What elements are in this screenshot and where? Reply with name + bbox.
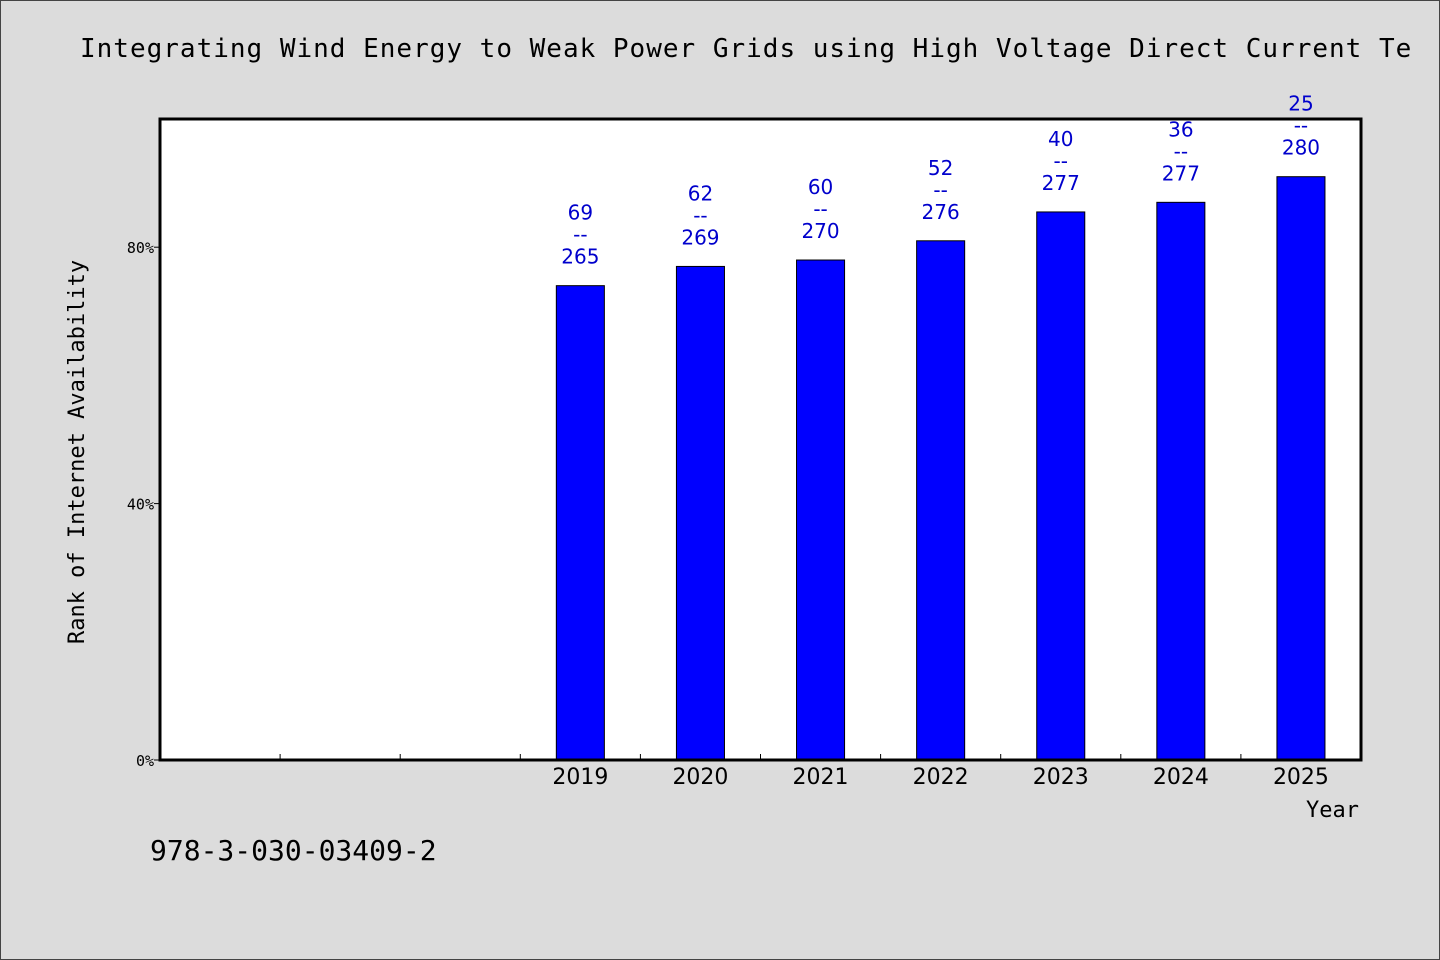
data-label-2023: -- xyxy=(1054,149,1068,173)
x-tick-label: 2022 xyxy=(913,765,969,790)
data-label-2021: 270 xyxy=(801,219,839,243)
data-label-2021: 60 xyxy=(808,175,833,199)
y-tick-label: 80% xyxy=(127,239,154,257)
bars xyxy=(555,176,1326,761)
data-label-2019: 265 xyxy=(561,245,599,269)
bar-2021 xyxy=(796,259,846,761)
data-label-2023: 277 xyxy=(1042,171,1080,195)
x-tick-label: 2024 xyxy=(1153,765,1209,790)
chart-title: Integrating Wind Energy to Weak Power Gr… xyxy=(80,34,1413,64)
x-tick-label: 2021 xyxy=(793,765,849,790)
isbn-footer: 978-3-030-03409-2 xyxy=(150,834,437,867)
y-tick-label: 0% xyxy=(136,752,154,770)
x-tick-label: 2025 xyxy=(1273,765,1329,790)
data-label-2020: 269 xyxy=(681,225,719,249)
x-tick-label: 2020 xyxy=(672,765,728,790)
plot-border xyxy=(158,117,1363,762)
data-label-2022: -- xyxy=(933,178,947,202)
data-label-2023: 40 xyxy=(1048,127,1073,151)
y-tick-label: 40% xyxy=(127,496,154,514)
data-label-2025: 25 xyxy=(1288,92,1313,116)
data-label-2022: 276 xyxy=(922,200,960,224)
data-label-2025: -- xyxy=(1294,114,1308,138)
bar-2022 xyxy=(916,240,966,761)
data-label-2024: 36 xyxy=(1168,117,1193,141)
data-label-2022: 52 xyxy=(928,156,953,180)
data-label-2024: 277 xyxy=(1162,161,1200,185)
data-label-2019: -- xyxy=(573,223,587,247)
y-axis-label: Rank of Internet Availability xyxy=(65,260,90,644)
bar-2023 xyxy=(1036,211,1086,761)
bar-2020 xyxy=(675,265,725,761)
bar-2025 xyxy=(1276,176,1326,761)
bar-2024 xyxy=(1156,201,1206,761)
y-axis: 0% 40% 80% xyxy=(127,239,160,770)
data-label-2021: -- xyxy=(813,197,827,221)
data-label-2019: 69 xyxy=(568,201,593,225)
bar-2019 xyxy=(555,285,605,761)
data-label-2020: 62 xyxy=(688,181,713,205)
data-label-2025: 280 xyxy=(1282,136,1320,160)
x-axis-label: Year xyxy=(1306,798,1359,823)
x-tick-label: 2023 xyxy=(1033,765,1089,790)
data-label-2024: -- xyxy=(1174,139,1188,163)
x-axis: 2019 2020 2021 2022 2023 2024 2025 xyxy=(279,754,1329,790)
data-label-2020: -- xyxy=(693,203,707,227)
x-tick-label: 2019 xyxy=(552,765,608,790)
